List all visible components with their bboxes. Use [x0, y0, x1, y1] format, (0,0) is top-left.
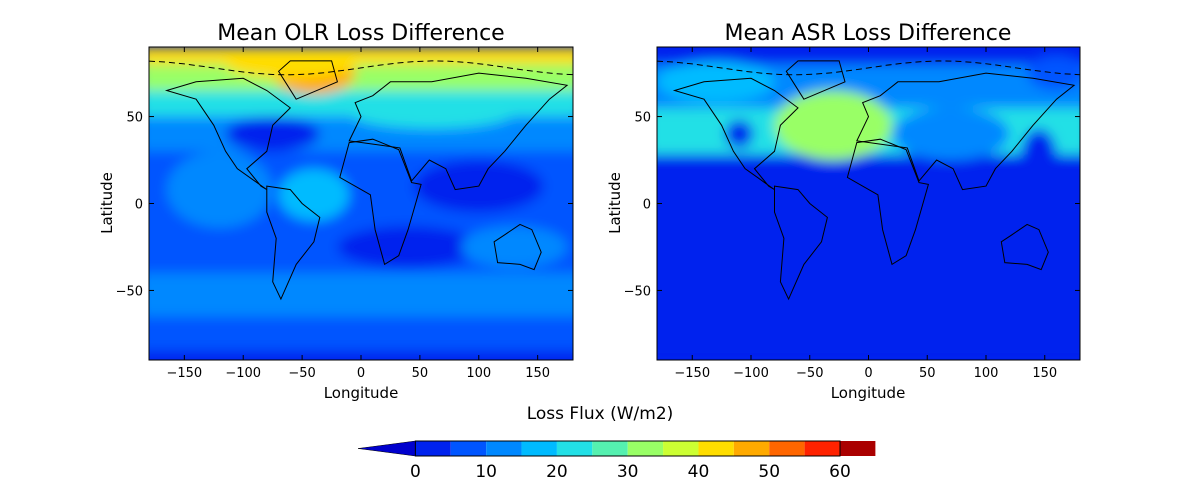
colorbar-tick-label: 50	[758, 462, 780, 480]
field-feature	[225, 50, 356, 79]
lat-band	[149, 116, 573, 152]
x-tick-label: −50	[796, 366, 823, 381]
field-feature	[657, 60, 775, 103]
colorbar-swatch	[733, 441, 770, 456]
colorbar-swatch	[486, 441, 522, 456]
y-tick-label: −50	[624, 284, 651, 299]
coastline	[856, 72, 1076, 191]
field-feature	[337, 226, 479, 268]
panel-olr-field	[149, 47, 573, 360]
x-tick-label: 0	[864, 366, 872, 381]
lat-band	[149, 273, 573, 317]
field-smooth	[149, 47, 573, 360]
field-feature	[461, 226, 568, 268]
panel-asr-ylabel: Latitude	[606, 172, 624, 234]
x-tick-label: 100	[466, 366, 491, 381]
field-feature	[1021, 128, 1057, 181]
coastline	[785, 60, 846, 100]
y-tick-label: 0	[135, 198, 143, 213]
panel-olr: Mean OLR Loss Difference −150 −100 −50 0 50 1…	[98, 21, 574, 402]
field-feature	[1027, 55, 1080, 91]
field-feature	[725, 120, 754, 148]
x-tick-label: 150	[1032, 366, 1057, 381]
colorbar-swatch	[840, 441, 876, 456]
x-tick-label: −150	[674, 366, 710, 381]
coastline	[348, 72, 569, 191]
colorbar-swatch	[556, 441, 593, 456]
lat-band	[657, 47, 1080, 65]
coastline	[339, 138, 422, 266]
dashed-contour	[149, 60, 573, 76]
colorbar-tick-label: 40	[688, 462, 710, 480]
coastline	[277, 60, 338, 100]
colorbar-swatch	[769, 441, 805, 456]
lat-band	[149, 316, 573, 352]
colorbar-swatch	[521, 441, 557, 456]
y-tick-label: 50	[126, 111, 143, 126]
field-feature	[225, 116, 320, 152]
coastline	[774, 185, 828, 301]
panel-olr-ylabel: Latitude	[98, 172, 116, 234]
coastline	[266, 185, 321, 301]
x-tick-label: 0	[357, 366, 365, 381]
y-tick-label: 50	[634, 111, 651, 126]
panel-asr-coastlines	[657, 60, 1080, 301]
x-tick-label: 50	[412, 366, 429, 381]
field-feature	[166, 151, 273, 228]
panel-asr-axes: −150 −100 −50 0 50 100 150 −50 0 50	[624, 47, 1080, 381]
panel-asr-xlabel: Longitude	[831, 384, 906, 402]
panel-olr-coastlines	[149, 60, 573, 301]
colorbar-swatch	[804, 441, 840, 456]
colorbar-swatch	[698, 441, 734, 456]
colorbar-extend-arrow	[357, 440, 416, 457]
colorbar-swatch	[627, 441, 664, 456]
lat-band	[657, 154, 1080, 360]
field-feature	[349, 97, 515, 129]
colorbar: Loss Flux (W/m2) 0 10 20 30 40 50 60	[357, 404, 876, 480]
panel-olr-axes: −150 −100 −50 0 50 100 150 −50 0 50	[116, 47, 573, 381]
x-tick-label: −50	[288, 366, 315, 381]
panel-asr: Mean ASR Loss Difference −150 −100 −50 0 50 1…	[606, 21, 1081, 402]
x-tick-label: 100	[974, 366, 999, 381]
dashed-contour	[657, 60, 1080, 76]
field-smooth	[657, 47, 1080, 360]
colorbar-label: Loss Flux (W/m2)	[527, 404, 674, 424]
colorbar-tick-label: 0	[410, 462, 421, 480]
coastline	[164, 77, 292, 191]
coastline	[1000, 223, 1049, 271]
coastline	[846, 138, 930, 266]
panel-asr-field	[657, 47, 1080, 360]
colorbar-swatch	[592, 441, 628, 456]
colorbar-tick-label: 30	[617, 462, 639, 480]
x-tick-label: 150	[525, 366, 550, 381]
coastline	[672, 77, 799, 191]
colorbar-swatch	[663, 441, 699, 456]
y-tick-label: 0	[643, 198, 651, 213]
colorbar-swatches: 0 10 20 30 40 50 60	[357, 440, 876, 480]
colorbar-swatch	[450, 441, 487, 456]
x-tick-label: −100	[733, 366, 769, 381]
panel-olr-title: Mean OLR Loss Difference	[217, 21, 504, 46]
x-tick-label: 50	[919, 366, 936, 381]
colorbar-tick-label: 20	[546, 462, 568, 480]
field-feature	[278, 168, 350, 221]
y-tick-label: −50	[116, 284, 143, 299]
field-feature	[774, 90, 892, 161]
x-tick-label: −100	[225, 366, 261, 381]
field-feature	[892, 107, 1010, 161]
colorbar-tick-label: 10	[475, 462, 497, 480]
colorbar-frame	[414, 440, 841, 457]
colorbar-swatch	[415, 441, 451, 456]
colorbar-tick-label: 60	[829, 462, 851, 480]
coastline	[493, 223, 542, 271]
panel-olr-xlabel: Longitude	[324, 384, 399, 402]
x-tick-label: −150	[166, 366, 202, 381]
panel-asr-title: Mean ASR Loss Difference	[725, 21, 1012, 46]
